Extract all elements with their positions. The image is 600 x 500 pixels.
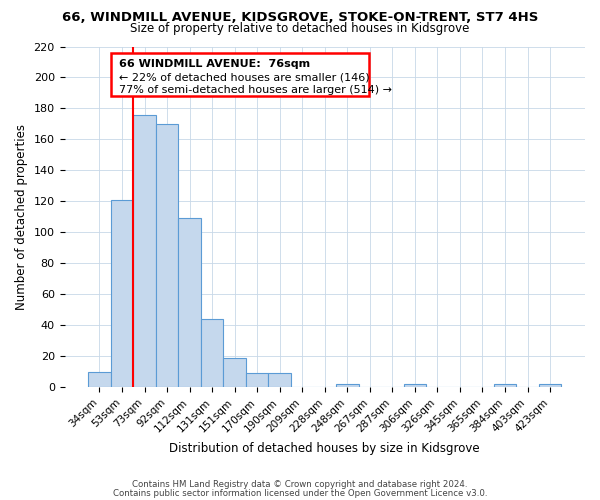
Bar <box>539 384 562 387</box>
Y-axis label: Number of detached properties: Number of detached properties <box>15 124 28 310</box>
Bar <box>494 384 516 387</box>
Bar <box>404 384 426 387</box>
Bar <box>268 373 291 387</box>
Text: Contains HM Land Registry data © Crown copyright and database right 2024.: Contains HM Land Registry data © Crown c… <box>132 480 468 489</box>
Text: 66 WINDMILL AVENUE:  76sqm: 66 WINDMILL AVENUE: 76sqm <box>119 60 310 70</box>
Bar <box>88 372 111 387</box>
FancyBboxPatch shape <box>112 54 369 96</box>
Text: Contains public sector information licensed under the Open Government Licence v3: Contains public sector information licen… <box>113 489 487 498</box>
Text: 66, WINDMILL AVENUE, KIDSGROVE, STOKE-ON-TRENT, ST7 4HS: 66, WINDMILL AVENUE, KIDSGROVE, STOKE-ON… <box>62 11 538 24</box>
Bar <box>111 200 133 387</box>
Bar <box>223 358 246 387</box>
Text: ← 22% of detached houses are smaller (146): ← 22% of detached houses are smaller (14… <box>119 72 370 82</box>
Text: Size of property relative to detached houses in Kidsgrove: Size of property relative to detached ho… <box>130 22 470 35</box>
Bar <box>246 373 268 387</box>
Bar <box>156 124 178 387</box>
X-axis label: Distribution of detached houses by size in Kidsgrove: Distribution of detached houses by size … <box>169 442 480 455</box>
Bar <box>201 319 223 387</box>
Bar <box>336 384 359 387</box>
Text: 77% of semi-detached houses are larger (514) →: 77% of semi-detached houses are larger (… <box>119 84 392 94</box>
Bar <box>133 114 156 387</box>
Bar <box>178 218 201 387</box>
